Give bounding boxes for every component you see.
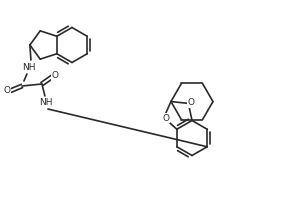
Text: O: O: [188, 98, 194, 107]
Text: O: O: [163, 114, 170, 123]
Text: NH: NH: [39, 98, 53, 107]
Text: O: O: [3, 86, 10, 95]
Text: O: O: [51, 71, 58, 80]
Text: NH: NH: [22, 62, 36, 72]
